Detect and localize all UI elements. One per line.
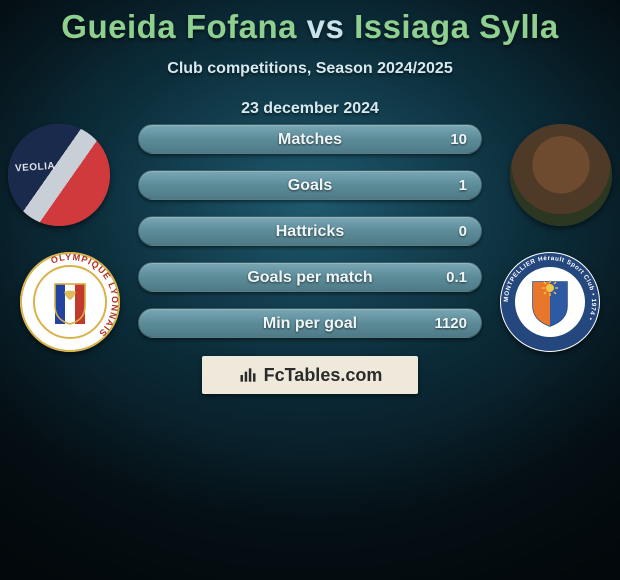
stat-row-goals: Goals 1 (138, 170, 482, 200)
stat-row-mpg: Min per goal 1120 (138, 308, 482, 338)
stat-label: Goals (139, 171, 481, 199)
stat-row-gpm: Goals per match 0.1 (138, 262, 482, 292)
stat-value-right: 1 (459, 171, 467, 199)
title-vs: vs (307, 8, 345, 45)
subtitle: Club competitions, Season 2024/2025 (0, 60, 620, 78)
stat-value-right: 0.1 (446, 263, 467, 291)
title-player1: Gueida Fofana (61, 8, 297, 45)
stat-label: Goals per match (139, 263, 481, 291)
content: Gueida Fofana vs Issiaga Sylla Club comp… (0, 0, 620, 580)
bars-icon (238, 365, 258, 385)
date: 23 december 2024 (0, 100, 620, 118)
stat-label: Hattricks (139, 217, 481, 245)
stat-value-right: 0 (459, 217, 467, 245)
stat-row-matches: Matches 10 (138, 124, 482, 154)
stat-value-right: 10 (450, 125, 467, 153)
player2-face (510, 124, 612, 226)
brand-text: FcTables.com (264, 365, 383, 386)
stat-label: Min per goal (139, 309, 481, 337)
player1-avatar: VEOLIA (8, 124, 110, 226)
player2-avatar (510, 124, 612, 226)
page-title: Gueida Fofana vs Issiaga Sylla (0, 0, 620, 46)
brand-badge: FcTables.com (202, 356, 418, 394)
olympique-lyonnais-badge: OLYMPIQUE LYONNAIS (20, 252, 120, 352)
ol-badge-svg: OLYMPIQUE LYONNAIS (20, 252, 120, 352)
stat-label: Matches (139, 125, 481, 153)
montpellier-hsc-badge: MONTPELLIER Hérault Sport Club • 1974 • (500, 252, 600, 352)
player1-jersey (8, 124, 110, 226)
stats-block: Matches 10 Goals 1 Hattricks 0 Goals per… (138, 124, 482, 354)
stat-row-hattricks: Hattricks 0 (138, 216, 482, 246)
mhsc-badge-svg: MONTPELLIER Hérault Sport Club • 1974 • (500, 252, 600, 352)
title-player2: Issiaga Sylla (354, 8, 559, 45)
stat-value-right: 1120 (434, 309, 467, 337)
